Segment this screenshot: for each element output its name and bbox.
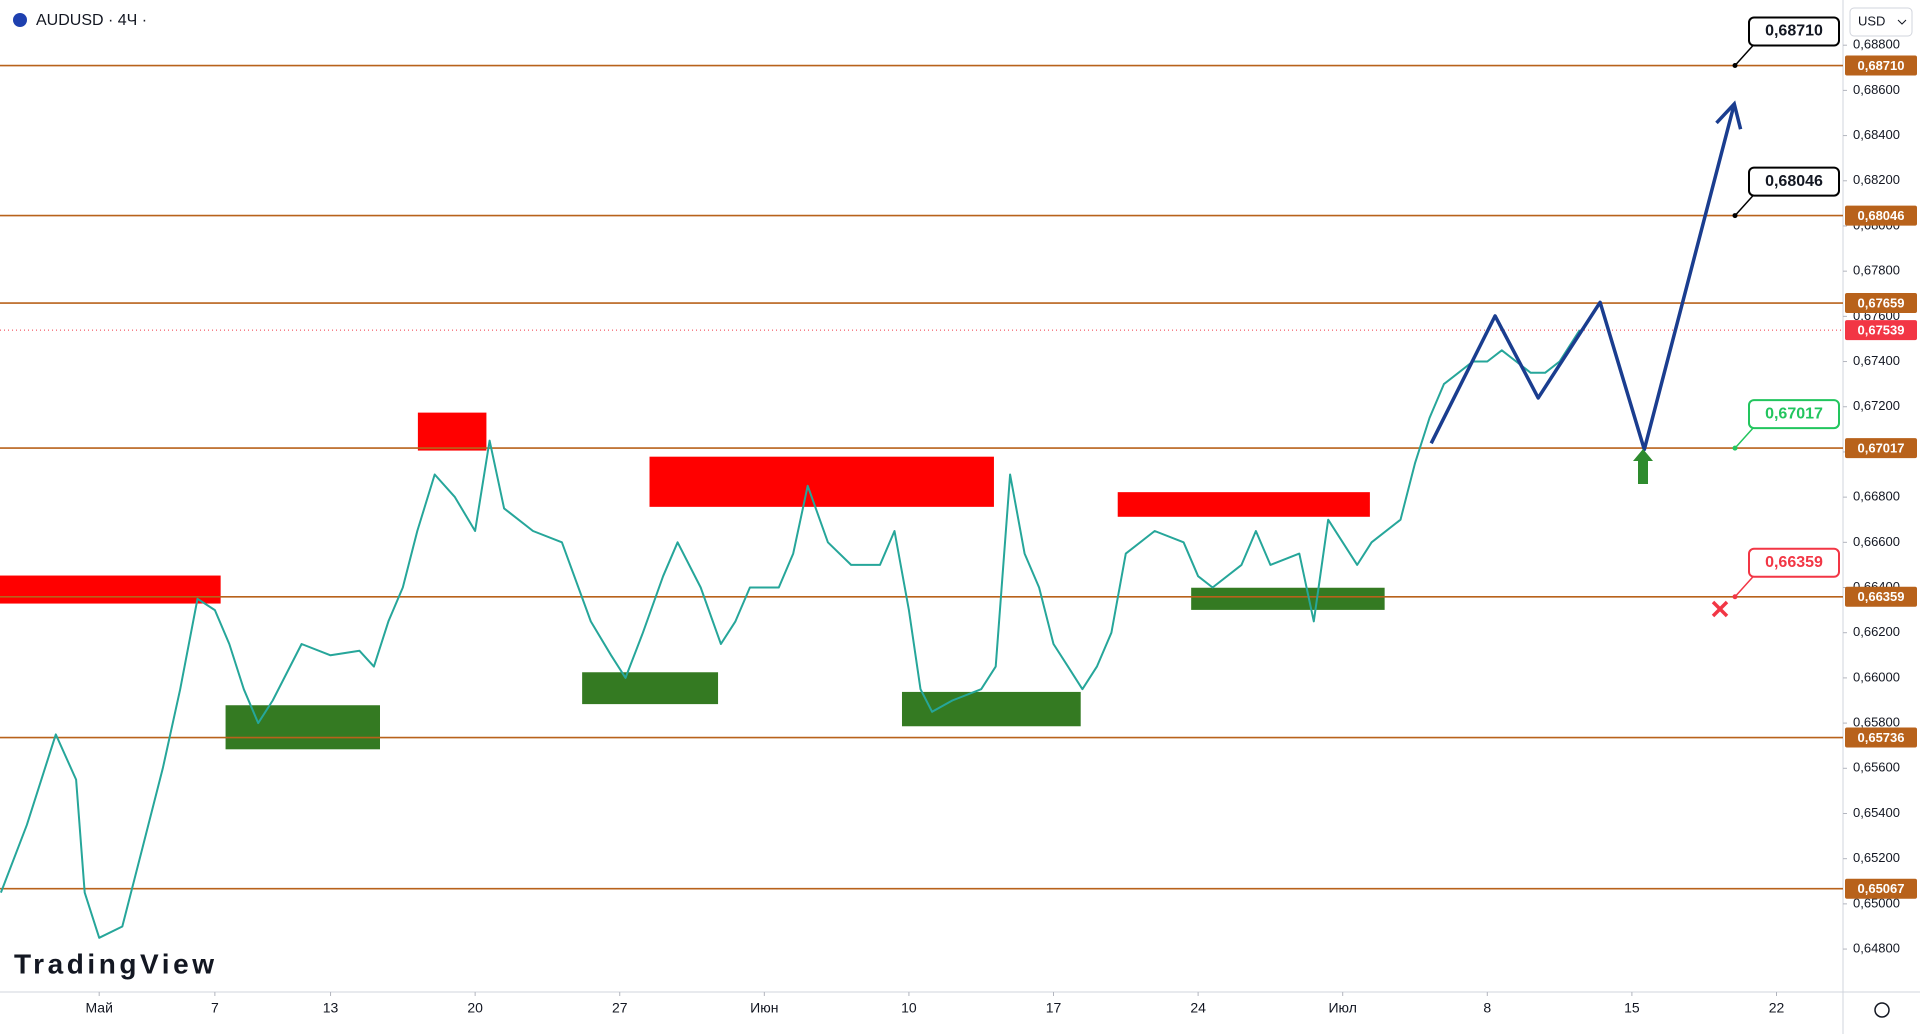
zone xyxy=(582,672,719,705)
y-tick-label: 0,68600 xyxy=(1853,82,1900,97)
y-tick-label: 0,66600 xyxy=(1853,534,1900,549)
zone xyxy=(1117,492,1370,517)
price-line xyxy=(0,329,1581,939)
y-tick-label: 0,65600 xyxy=(1853,760,1900,775)
callout-box xyxy=(1748,547,1840,578)
price-label-box xyxy=(1845,320,1917,341)
x-tick-label: 8 xyxy=(1483,1000,1491,1016)
zone xyxy=(901,691,1081,727)
settings-icon[interactable] xyxy=(1874,1002,1890,1018)
price-label-box xyxy=(1845,878,1917,899)
plot: 0,68710 0,68046 0,67017 0,66359 0,64800 0,650… xyxy=(0,16,1917,1016)
callout-box xyxy=(1748,166,1840,197)
y-tick-label: 0,65800 xyxy=(1853,715,1900,730)
zone xyxy=(0,575,221,604)
zone xyxy=(1191,587,1385,610)
callout-label: 0,68710 xyxy=(1765,23,1823,40)
y-tick-label: 0,66000 xyxy=(1853,669,1900,684)
callout-label: 0,66359 xyxy=(1765,554,1823,571)
x-tick-label: 27 xyxy=(612,1000,628,1016)
callout-connector xyxy=(1734,427,1754,449)
dropdown-icon xyxy=(1897,19,1907,25)
price-label: 0,68710 xyxy=(1858,58,1905,73)
y-tick-label: 0,64800 xyxy=(1853,941,1900,956)
y-tick-label: 0,68200 xyxy=(1853,172,1900,187)
y-tick-label: 0,67200 xyxy=(1853,398,1900,413)
stop-mark xyxy=(1711,600,1729,618)
projection xyxy=(1429,103,1736,452)
x-tick-label: 20 xyxy=(467,1000,483,1016)
projection-arrowhead xyxy=(1715,100,1743,130)
price-label: 0,65067 xyxy=(1858,881,1905,896)
callout-box xyxy=(1748,16,1840,47)
symbol[interactable]: AUDUSD · 4Ч · xyxy=(36,12,147,29)
price-label-box xyxy=(1845,438,1917,459)
flag-icon xyxy=(13,13,27,27)
currency[interactable]: USD xyxy=(1858,13,1885,28)
zone xyxy=(649,456,994,507)
price-label: 0,66359 xyxy=(1858,589,1905,604)
price-label-box xyxy=(1845,55,1917,76)
y-tick-label: 0,65200 xyxy=(1853,850,1900,865)
x-tick-label: Июн xyxy=(750,1000,778,1016)
price-label: 0,68046 xyxy=(1858,208,1905,223)
y-tick-label: 0,65000 xyxy=(1853,895,1900,910)
zone xyxy=(225,705,380,750)
y-tick-label: 0,67400 xyxy=(1853,353,1900,368)
callout-connector xyxy=(1734,576,1754,598)
price-label: 0,67539 xyxy=(1858,323,1905,338)
x-tick-label: 22 xyxy=(1769,1000,1785,1016)
currency-button[interactable] xyxy=(1849,7,1913,37)
y-tick-label: 0,65400 xyxy=(1853,805,1900,820)
logo: TradingView xyxy=(14,948,214,979)
x-tick-label: 24 xyxy=(1190,1000,1206,1016)
up-arrow xyxy=(1633,449,1653,484)
price-label-box xyxy=(1845,586,1917,607)
callout-label: 0,68046 xyxy=(1765,173,1823,190)
price-label-box xyxy=(1845,205,1917,226)
y-tick-label: 0,66800 xyxy=(1853,489,1900,504)
x-tick-label: 10 xyxy=(901,1000,917,1016)
callout-connector xyxy=(1734,45,1754,67)
callout-connector xyxy=(1734,195,1754,217)
price-label: 0,67659 xyxy=(1858,295,1905,310)
price-label-box xyxy=(1845,727,1917,748)
y-tick-label: 0,67800 xyxy=(1853,263,1900,278)
price-label: 0,67017 xyxy=(1858,441,1905,456)
x-tick-label: 17 xyxy=(1046,1000,1062,1016)
x-tick-label: Май xyxy=(85,1000,112,1016)
zone xyxy=(417,412,487,451)
y-tick-label: 0,66200 xyxy=(1853,624,1900,639)
x-tick-label: 15 xyxy=(1624,1000,1640,1016)
x-tick-label: 7 xyxy=(211,1000,219,1016)
callout-box xyxy=(1748,399,1840,430)
price-label-box xyxy=(1845,293,1917,314)
x-tick-label: 13 xyxy=(323,1000,339,1016)
callout-label: 0,67017 xyxy=(1765,405,1823,422)
x-tick-label: Июл xyxy=(1328,1000,1356,1016)
price-label: 0,65736 xyxy=(1858,730,1905,745)
y-tick-label: 0,68400 xyxy=(1853,127,1900,142)
y-tick-label: 0,68800 xyxy=(1853,37,1900,52)
